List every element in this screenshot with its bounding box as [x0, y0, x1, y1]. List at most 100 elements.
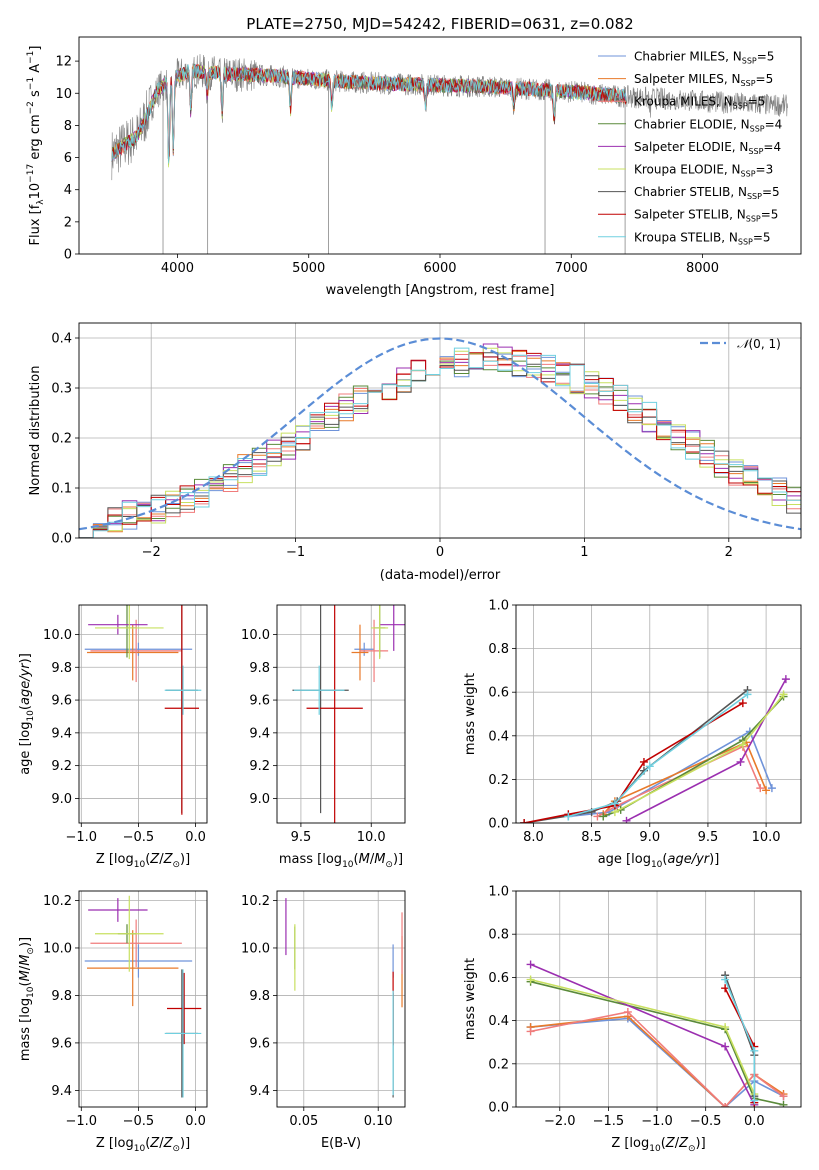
weight-line-chabrier-miles	[530, 1017, 784, 1107]
weight-marker-kroupa-elodie	[779, 690, 788, 699]
y-tick-label: 9.6	[51, 1036, 72, 1051]
plot-area	[79, 337, 801, 538]
plot-area	[285, 898, 403, 1098]
weight-vs-age-panel: 8.0 8.5 9.0 9.5 10.0 0.0 0.2 0.4 0.6 0.8 1.0 age [l…	[463, 599, 802, 870]
weight-marker-salpeter-elodie	[721, 1042, 730, 1051]
y-tick-label: 1.0	[488, 885, 509, 900]
figure-title: PLATE=2750, MJD=54242, FIBERID=0631, z=0…	[246, 15, 633, 33]
model-spectrum-kroupa-stelib	[111, 64, 627, 164]
weight-marker-kroupa-stelib	[750, 1096, 759, 1105]
x-tick-label: 5000	[292, 261, 325, 276]
weight-marker-kroupa-stelib	[750, 1046, 759, 1055]
weight-line-salpeter-miles	[602, 741, 767, 815]
x-tick-label: 0.0	[185, 1114, 206, 1129]
weight-line-kroupa-elodie	[530, 978, 756, 1095]
x-tick-label: 0.10	[364, 1114, 393, 1129]
weight-marker-salpeter-elodie	[736, 757, 745, 766]
histogram-kroupa-miles	[79, 354, 801, 538]
axes-frame	[515, 890, 802, 1108]
x-axis-label: wavelength [Angstrom, rest frame]	[326, 283, 555, 298]
y-tick-label: 9.0	[249, 792, 270, 807]
data-spectrum-line	[111, 54, 788, 181]
age-vs-metallicity-panel: −1.0 −0.5 0.0 9.0 9.2 9.4 9.6 9.8 10.0 Z [log10(Z…	[18, 604, 208, 870]
y-tick-label: 9.4	[249, 726, 270, 741]
mass-vs-ebv-panel: 0.05 0.10 9.4 9.6 9.8 10.0 10.2 E(B-V)	[241, 890, 406, 1151]
weight-marker-kroupa-stelib	[610, 799, 619, 808]
weight-line-kroupa-miles	[597, 745, 762, 818]
weight-marker-salpeter-elodie	[526, 960, 535, 969]
x-tick-label: 2	[725, 545, 733, 560]
histogram-kroupa-stelib	[79, 347, 801, 538]
weight-marker-salpeter-elodie	[781, 675, 790, 684]
weight-marker-kroupa-elodie	[738, 740, 747, 749]
weight-marker-salpeter-elodie	[622, 816, 631, 823]
weight-marker-chabrier-miles	[767, 784, 776, 793]
x-axis-label: age [log10(age/yr)]	[598, 852, 720, 870]
x-tick-label: 0.0	[185, 830, 206, 845]
x-tick-label: 4000	[161, 261, 194, 276]
x-tick-label: 10.0	[357, 830, 386, 845]
x-tick-label: 8000	[686, 261, 719, 276]
legend-label: Kroupa ELODIE, NSSP=3	[634, 163, 773, 179]
y-tick-label: 0.0	[488, 1101, 509, 1116]
y-tick-label: 9.2	[249, 759, 270, 774]
weight-line-salpeter-elodie	[626, 678, 787, 822]
legend-label: Salpeter ELODIE, NSSP=4	[634, 140, 781, 156]
gaussian-curve	[79, 337, 801, 531]
y-tick-label: 9.8	[249, 661, 270, 676]
x-tick-label: −1.0	[641, 1114, 673, 1129]
y-tick-label: 0	[64, 248, 72, 263]
x-tick-label: 8.0	[523, 830, 544, 845]
x-tick-label: −2.0	[544, 1114, 576, 1129]
x-tick-label: 0.0	[744, 1114, 765, 1129]
weight-line-chabrier-elodie	[602, 696, 785, 818]
y-tick-label: 9.6	[51, 694, 72, 709]
y-axis-label: mass weight	[463, 673, 478, 755]
x-tick-label: 9.5	[291, 830, 312, 845]
y-tick-label: 0.6	[488, 971, 509, 986]
y-tick-label: 9.8	[51, 989, 72, 1004]
weight-marker-kroupa-miles	[779, 1092, 788, 1101]
axes-frame	[515, 604, 802, 824]
axes-frame	[78, 890, 208, 1108]
x-tick-label: −1.0	[65, 1114, 97, 1129]
legend: Chabrier MILES, NSSP=5 Salpeter MILES, NS…	[598, 50, 782, 246]
y-tick-label: 9.4	[51, 726, 72, 741]
axes-frame	[78, 36, 802, 255]
axes-frame	[276, 890, 406, 1108]
y-tick-label: 6	[64, 151, 72, 166]
weight-marker-kroupa-miles	[721, 1103, 730, 1107]
y-tick-label: 0.0	[488, 817, 509, 832]
y-tick-label: 4	[64, 183, 72, 198]
legend-label: Salpeter STELIB, NSSP=5	[634, 208, 778, 224]
y-tick-label: 0.4	[51, 332, 72, 347]
legend-label: Chabrier MILES, NSSP=5	[634, 50, 774, 66]
x-tick-label: 0.05	[289, 1114, 318, 1129]
histogram-chabrier-stelib	[79, 352, 801, 538]
x-axis-label: mass [log10(M/M⊙)]	[279, 852, 403, 870]
plot-area	[520, 675, 790, 823]
weight-line-salpeter-elodie	[530, 963, 756, 1106]
x-tick-label: 0	[436, 545, 444, 560]
weight-marker-salpeter-miles	[762, 786, 771, 795]
weight-marker-kroupa-miles	[526, 1027, 535, 1036]
weight-marker-kroupa-stelib	[564, 812, 573, 821]
y-axis-label: Flux [fλ10−17 erg cm−2 s−1 A−1]	[26, 46, 46, 246]
x-tick-label: −2	[142, 545, 161, 560]
y-tick-label: 12	[55, 55, 72, 70]
y-tick-label: 0.8	[488, 642, 509, 657]
residual-histogram-panel: −2 −1 0 1 2 0.0 0.1 0.2 0.3 0.4 𝒩(0, 1) (data-model…	[28, 322, 802, 583]
x-axis-label: E(B-V)	[321, 1136, 361, 1151]
legend-label: 𝒩(0, 1)	[737, 337, 781, 351]
y-axis-label: mass weight	[463, 958, 478, 1040]
legend-label: Chabrier ELODIE, NSSP=4	[634, 117, 782, 133]
weight-marker-salpeter-stelib	[738, 699, 747, 708]
x-tick-label: −1.0	[65, 830, 97, 845]
weight-marker-kroupa-miles	[623, 1007, 632, 1016]
x-tick-label: 9.5	[698, 830, 719, 845]
weight-marker-kroupa-stelib	[721, 975, 730, 984]
plot-area	[111, 54, 788, 254]
x-axis-label: Z [log10(Z/Z⊙)]	[96, 1136, 190, 1154]
x-tick-label: −0.5	[123, 1114, 155, 1129]
